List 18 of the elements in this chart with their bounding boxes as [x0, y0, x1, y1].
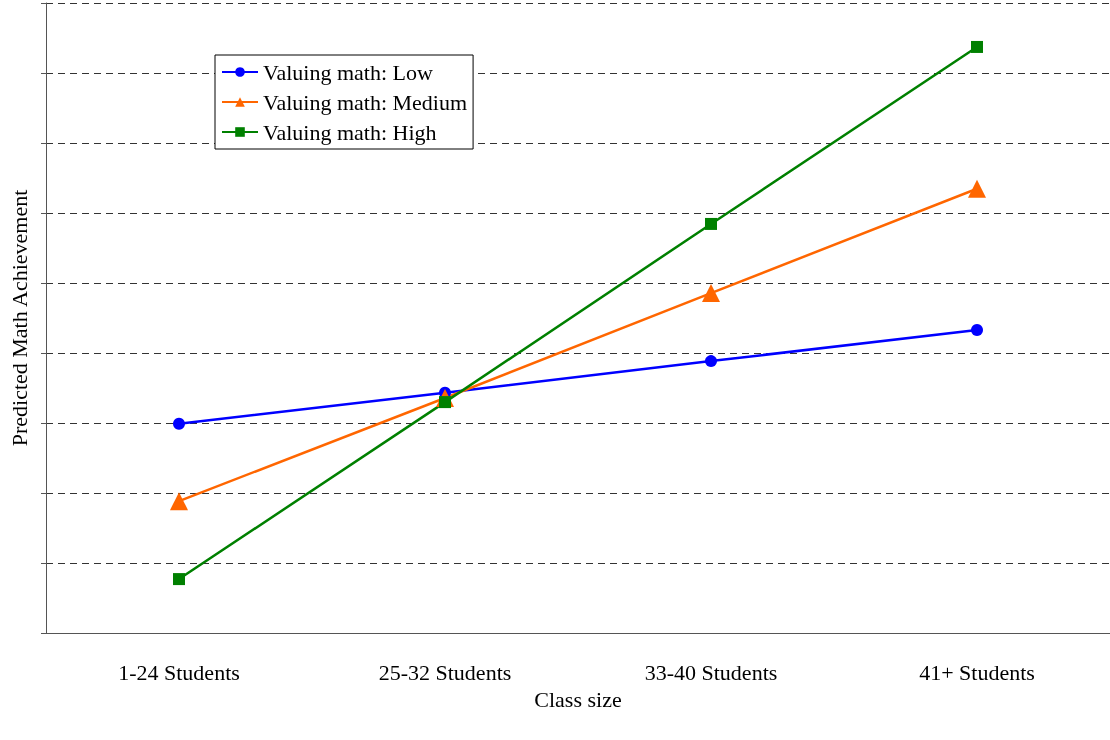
y-axis-title: Predicted Math Achievement	[6, 189, 32, 447]
point	[170, 492, 188, 511]
point	[702, 284, 720, 303]
x-tick-label: 33-40 Students	[644, 659, 778, 685]
x-tick-label: 1-24 Students	[118, 659, 240, 685]
legend-label: Valuing math: Medium	[263, 89, 468, 115]
point	[971, 324, 983, 337]
point	[173, 417, 185, 430]
point	[968, 179, 986, 198]
x-tick-label: 25-32 Students	[378, 659, 512, 685]
point	[173, 573, 185, 586]
point	[705, 217, 717, 230]
legend-label: Valuing math: Low	[263, 59, 433, 85]
x-tick-label: 41+ Students	[919, 659, 1035, 685]
point	[705, 355, 717, 368]
x-axis-title: Class size	[534, 686, 622, 712]
point	[971, 40, 983, 53]
legend-label: Valuing math: High	[263, 119, 437, 145]
